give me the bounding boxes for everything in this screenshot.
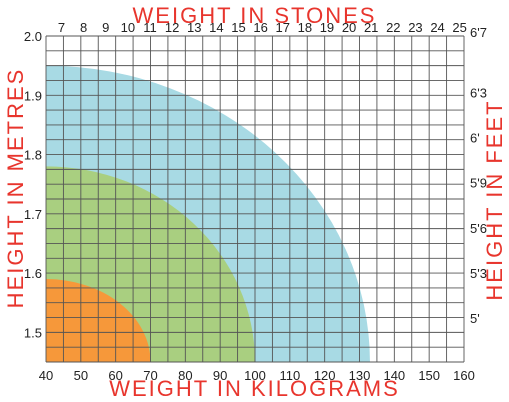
metre-tick-label: 1.7	[24, 207, 42, 222]
feet-tick-label: 5'3	[470, 266, 487, 281]
stone-tick-label: 20	[342, 20, 356, 35]
kg-tick-label: 60	[108, 368, 122, 383]
kg-tick-label: 90	[213, 368, 227, 383]
stone-tick-label: 7	[58, 20, 65, 35]
kg-tick-label: 150	[418, 368, 440, 383]
feet-tick-label: 6'7	[470, 25, 487, 40]
stones-axis-title: WEIGHT IN STONES	[132, 3, 377, 28]
metre-tick-label: 1.8	[24, 148, 42, 163]
kg-tick-label: 110	[279, 368, 300, 383]
stone-tick-label: 14	[209, 20, 223, 35]
kg-tick-label: 50	[74, 368, 88, 383]
feet-tick-label: 5'	[470, 311, 480, 326]
stone-tick-label: 13	[187, 20, 201, 35]
kg-tick-label: 80	[178, 368, 192, 383]
kg-tick-label: 70	[143, 368, 157, 383]
feet-tick-label: 6'3	[470, 85, 487, 100]
feet-tick-label: 5'6	[470, 221, 487, 236]
stone-tick-label: 24	[430, 20, 444, 35]
stone-tick-label: 25	[452, 20, 466, 35]
stone-tick-label: 9	[102, 20, 109, 35]
stone-tick-label: 21	[364, 20, 378, 35]
kg-tick-label: 130	[349, 368, 371, 383]
kg-tick-label: 40	[39, 368, 53, 383]
metre-ticks: 1.5 1.6 1.7 1.8 1.9 2.0	[24, 29, 42, 340]
kg-tick-label: 140	[383, 368, 405, 383]
stone-tick-label: 22	[386, 20, 400, 35]
stone-tick-label: 15	[231, 20, 245, 35]
stone-tick-label: 8	[80, 20, 87, 35]
stone-tick-label: 17	[275, 20, 289, 35]
kg-tick-label: 120	[314, 368, 336, 383]
kilogram-ticks: 40 50 60 70 80 90 100 110 120 130 140 150 160	[39, 368, 475, 383]
stone-tick-label: 12	[165, 20, 179, 35]
stone-tick-label: 19	[320, 20, 334, 35]
stone-tick-label: 10	[121, 20, 135, 35]
stone-ticks: 7 8 9 10 11 12 13 14 15 16 17 18 19 20 21 22 23 24 25	[58, 20, 467, 35]
stone-tick-label: 18	[298, 20, 312, 35]
feet-tick-label: 5'9	[470, 175, 487, 190]
kg-tick-label: 160	[453, 368, 475, 383]
kg-tick-label: 100	[244, 368, 266, 383]
metre-tick-label: 1.6	[24, 266, 42, 281]
feet-tick-label: 6'	[470, 130, 480, 145]
metre-tick-label: 1.5	[24, 325, 42, 340]
stone-tick-label: 16	[253, 20, 267, 35]
kilograms-axis-title: WEIGHT IN KILOGRAMS	[109, 376, 400, 401]
feet-ticks: 5' 5'3 5'6 5'9 6' 6'3 6'7	[470, 25, 487, 326]
metre-tick-label: 1.9	[24, 88, 42, 103]
stone-tick-label: 23	[408, 20, 422, 35]
grid-lines	[45, 35, 465, 363]
metre-tick-label: 2.0	[24, 29, 42, 44]
stone-tick-label: 11	[143, 20, 157, 35]
